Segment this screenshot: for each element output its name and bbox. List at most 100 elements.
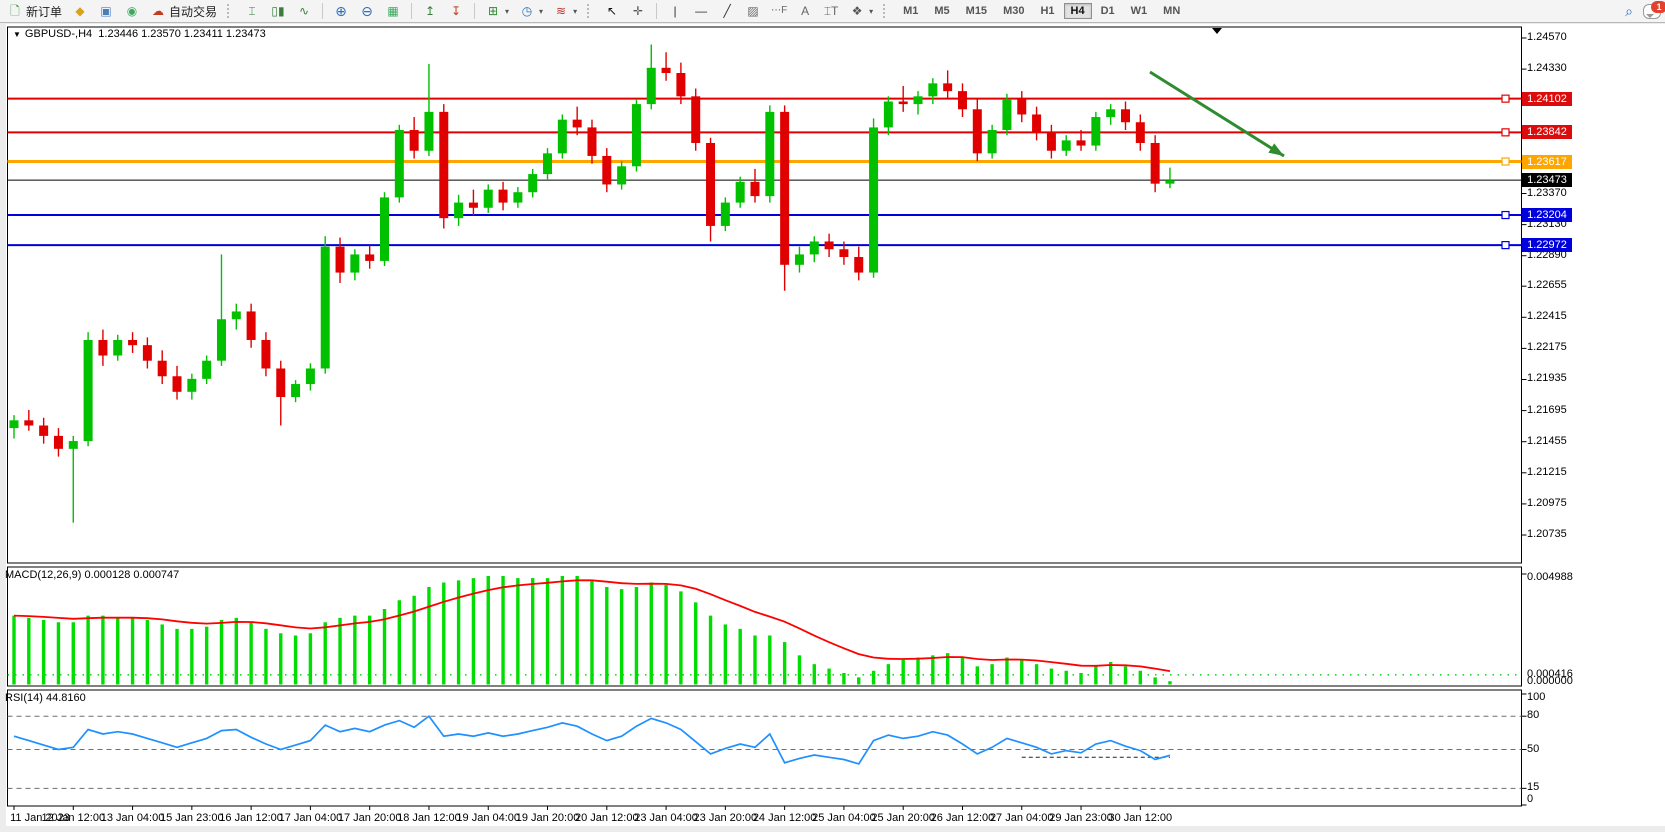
candle-body bbox=[231, 311, 241, 320]
time-tick-label: 11 Jan 2023 bbox=[10, 812, 70, 824]
trend-arrow-line[interactable] bbox=[1149, 70, 1285, 158]
candle-body bbox=[39, 425, 49, 436]
candle-body bbox=[824, 241, 834, 250]
cursor-button[interactable]: ↖ bbox=[599, 1, 625, 21]
label-button[interactable]: ⌶T bbox=[818, 1, 844, 21]
chevron-down-icon: ▾ bbox=[539, 6, 544, 16]
chevron-down-icon: ▾ bbox=[573, 6, 578, 16]
chart-shift-marker[interactable] bbox=[1212, 28, 1222, 39]
line-chart-button[interactable]: ∿ bbox=[291, 1, 317, 21]
candle-body bbox=[394, 130, 404, 198]
bar-chart-icon: ⌶ bbox=[248, 4, 256, 18]
timeframe-button-mn[interactable]: MN bbox=[1163, 5, 1181, 17]
new-chart-button[interactable]: ⊞ ▾ bbox=[480, 1, 514, 21]
price-badge: 1.22972 bbox=[1522, 238, 1572, 253]
rsi-indicator-label: RSI(14) 44.8160 bbox=[5, 692, 86, 704]
candle-body bbox=[913, 96, 923, 105]
channel-button[interactable]: ▨ bbox=[740, 1, 766, 21]
time-tick-label: 17 Jan 20:00 bbox=[337, 812, 402, 824]
macd-axis-min-label: 0.000000 bbox=[1527, 675, 1573, 687]
chart-ohlc-values: 1.23446 1.23570 1.23411 1.23473 bbox=[98, 28, 266, 40]
line-handle[interactable] bbox=[1501, 241, 1510, 250]
timeframe-button-m1[interactable]: M1 bbox=[903, 5, 919, 17]
candle-body bbox=[631, 104, 641, 167]
timeframe-button-m5[interactable]: M5 bbox=[934, 5, 950, 17]
period-button[interactable]: ◷ ▾ bbox=[514, 1, 548, 21]
text-button[interactable]: A bbox=[792, 1, 818, 21]
candle-body bbox=[720, 202, 730, 226]
bar-chart-button[interactable]: ⌶ bbox=[239, 1, 265, 21]
horizontal-line-button[interactable]: — bbox=[688, 1, 714, 21]
toolbar-group-chart-type: ⌶ ▯▮ ∿ bbox=[237, 0, 319, 22]
candle-body bbox=[1121, 109, 1130, 123]
zoom-in-button[interactable]: ⊕ bbox=[328, 1, 354, 21]
rsi-axis-label: 50 bbox=[1527, 742, 1540, 755]
time-tick-label: 23 Jan 20:00 bbox=[693, 812, 758, 824]
toolbar-separator bbox=[411, 3, 413, 19]
trendline-button[interactable]: ╱ bbox=[714, 1, 740, 21]
trend-arrow-head bbox=[1268, 143, 1284, 156]
chart-menu-icon[interactable]: ▼ bbox=[13, 30, 21, 39]
horizontal-line-icon: — bbox=[695, 4, 708, 18]
autotrading-button[interactable]: ☁ 自动交易 bbox=[145, 1, 222, 22]
notifications-icon[interactable]: 1 bbox=[1643, 0, 1665, 19]
candle-body bbox=[691, 96, 701, 143]
vertical-line-button[interactable]: | bbox=[662, 1, 688, 21]
navigator-button[interactable]: ◉ bbox=[119, 1, 145, 21]
candle-body bbox=[1017, 98, 1027, 115]
line-handle[interactable] bbox=[1501, 210, 1510, 220]
main-toolbar: 🗋 新订单 ◆ ▣ ◉ ☁ 自动交易 ⌶ ▯▮ ∿ ⊕ ⊖ ▦ bbox=[0, 0, 1665, 23]
zoom-out-button[interactable]: ⊖ bbox=[354, 1, 380, 21]
time-tick-label: 12 Jan 12:00 bbox=[41, 812, 106, 824]
crosshair-button[interactable]: ✛ bbox=[625, 1, 651, 21]
toolbar-group-insert: ⊞ ▾ ◷ ▾ ≋ ▾ bbox=[478, 0, 584, 22]
candle-body bbox=[1002, 98, 1012, 131]
new-order-button[interactable]: 🗋 新订单 bbox=[2, 1, 67, 22]
fibonacci-button[interactable]: ⋯F bbox=[766, 1, 792, 21]
candle-body bbox=[869, 127, 879, 273]
search-icon[interactable]: ⌕ bbox=[1625, 3, 1633, 19]
label-icon: ⌶T bbox=[823, 4, 839, 18]
arrange-down-button[interactable]: ↧ bbox=[443, 1, 469, 21]
rsi-axis-label: 80 bbox=[1527, 709, 1540, 722]
data-window-button[interactable]: ▣ bbox=[93, 1, 119, 21]
time-tick-label: 26 Jan 12:00 bbox=[930, 812, 995, 824]
chart-canvas[interactable] bbox=[0, 22, 1665, 832]
data-window-icon: ▣ bbox=[100, 4, 112, 18]
indicators-button[interactable]: ≋ ▾ bbox=[548, 1, 582, 21]
rsi-line bbox=[13, 715, 1171, 765]
tile-windows-button[interactable]: ▦ bbox=[380, 1, 406, 21]
timeframe-button-h1[interactable]: H1 bbox=[1040, 5, 1055, 17]
price-badge: 1.23842 bbox=[1522, 125, 1572, 140]
timeframe-button-d1[interactable]: D1 bbox=[1100, 5, 1115, 17]
timeframe-button-h4[interactable]: H4 bbox=[1063, 3, 1092, 19]
line-handle[interactable] bbox=[1501, 128, 1510, 137]
candle-body bbox=[454, 202, 464, 219]
candle-body bbox=[1165, 180, 1175, 184]
timeframe-button-m15[interactable]: M15 bbox=[965, 5, 988, 17]
arrows-button[interactable]: ❖ ▾ bbox=[844, 1, 878, 21]
candlestick-chart-button[interactable]: ▯▮ bbox=[265, 1, 291, 21]
time-tick-label: 19 Jan 04:00 bbox=[456, 812, 521, 824]
candle-body bbox=[1032, 114, 1042, 133]
price-tick-label: 1.21695 bbox=[1527, 403, 1567, 416]
candle-body bbox=[943, 83, 953, 92]
price-tick-label: 1.22175 bbox=[1527, 341, 1567, 354]
candle-body bbox=[305, 368, 315, 385]
line-handle[interactable] bbox=[1501, 94, 1510, 103]
candle-body bbox=[765, 111, 775, 197]
timeframe-button-m30[interactable]: M30 bbox=[1003, 5, 1025, 17]
arrange-up-button[interactable]: ↥ bbox=[417, 1, 443, 21]
candle-body bbox=[1061, 140, 1071, 151]
channel-icon: ▨ bbox=[747, 4, 759, 18]
candle-body bbox=[617, 166, 627, 185]
line-handle[interactable] bbox=[1501, 157, 1510, 166]
autotrading-icon: ☁ bbox=[152, 4, 165, 18]
time-tick-label: 20 Jan 12:00 bbox=[574, 812, 639, 824]
arrange-down-icon: ↧ bbox=[451, 4, 462, 18]
candle-body bbox=[113, 339, 123, 356]
market-watch-button[interactable]: ◆ bbox=[67, 1, 93, 21]
timeframe-button-w1[interactable]: W1 bbox=[1130, 5, 1148, 17]
chart-window[interactable]: ▼ GBPUSD-,H4 1.23446 1.23570 1.23411 1.23… bbox=[0, 22, 1665, 832]
macd-signal-line bbox=[13, 579, 1171, 672]
